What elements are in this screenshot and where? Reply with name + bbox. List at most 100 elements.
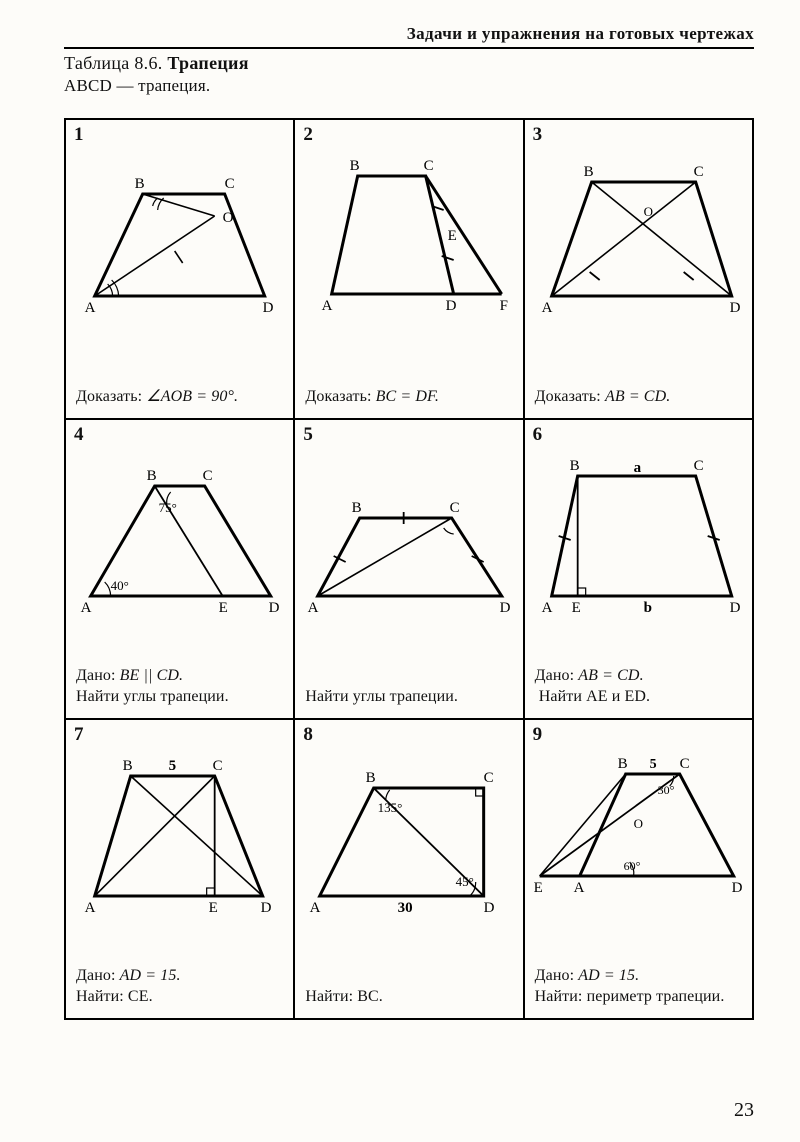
figure-2: E A B C D F — [301, 146, 516, 322]
cell-7: 7 5 A B C D E — [66, 720, 293, 1018]
figure-8: 135° 45° 30 A B C D — [301, 746, 516, 922]
cell-number: 3 — [533, 124, 543, 146]
svg-text:D: D — [446, 298, 457, 314]
svg-text:30°: 30° — [657, 783, 674, 797]
svg-text:D: D — [729, 600, 740, 616]
cell-number: 9 — [533, 724, 543, 746]
cell-6: 6 a b A B C D E — [525, 420, 752, 718]
svg-text:A: A — [541, 600, 552, 616]
svg-text:E: E — [219, 600, 228, 616]
svg-text:C: C — [679, 756, 689, 772]
svg-text:D: D — [731, 880, 742, 896]
svg-text:B: B — [366, 770, 376, 786]
caption-3: Доказать: AB = CD. — [535, 386, 742, 408]
cell-number: 4 — [74, 424, 84, 446]
cell-4: 4 40° 75° A B C D E — [66, 420, 293, 718]
svg-text:D: D — [269, 600, 280, 616]
svg-text:O: O — [643, 204, 652, 219]
caption-9: Дано: AD = 15. Найти: периметр трапеции. — [535, 965, 742, 1008]
svg-text:C: C — [213, 758, 223, 774]
svg-text:B: B — [350, 158, 360, 174]
svg-text:B: B — [583, 164, 593, 180]
svg-text:D: D — [729, 300, 740, 316]
svg-text:A: A — [308, 600, 319, 616]
running-head: Задачи и упражнения на готовых чертежах — [64, 24, 754, 49]
figure-5: A B C D — [301, 446, 516, 622]
svg-text:D: D — [500, 600, 511, 616]
svg-text:D: D — [484, 900, 495, 916]
svg-text:A: A — [322, 298, 333, 314]
svg-text:75°: 75° — [159, 500, 177, 515]
table-label: Таблица 8.6. — [64, 53, 163, 73]
cell-9: 9 30° 60° 5 O E A — [525, 720, 752, 1018]
cell-8: 8 135° 45° 30 A B C D — [295, 720, 522, 1018]
cell-number: 2 — [303, 124, 313, 146]
svg-text:C: C — [484, 770, 494, 786]
figure-7: 5 A B C D E — [72, 746, 287, 922]
svg-text:b: b — [643, 600, 651, 616]
cell-5: 5 A B C D — [295, 420, 522, 718]
cell-number: 8 — [303, 724, 313, 746]
figure-4: 40° 75° A B C D E — [72, 446, 287, 622]
subhead: ABCD — трапеция. — [64, 76, 754, 96]
figure-1: O A B C D — [72, 146, 287, 322]
svg-text:B: B — [147, 468, 157, 484]
svg-text:B: B — [123, 758, 133, 774]
svg-text:C: C — [203, 468, 213, 484]
cell-number: 5 — [303, 424, 313, 446]
problem-grid: 1 O — [64, 118, 754, 1020]
svg-text:a: a — [633, 460, 641, 476]
caption-1: Доказать: ∠AOB = 90°. — [76, 386, 283, 408]
svg-text:A: A — [85, 300, 96, 316]
svg-text:B: B — [352, 500, 362, 516]
svg-text:B: B — [617, 756, 627, 772]
svg-text:C: C — [424, 158, 434, 174]
svg-text:45°: 45° — [456, 874, 474, 889]
cell-3: 3 O A B C D — [525, 120, 752, 418]
svg-text:A: A — [573, 880, 584, 896]
caption-5: Найти углы трапеции. — [305, 686, 512, 708]
table-title-bold: Трапеция — [167, 53, 248, 73]
caption-2: Доказать: BC = DF. — [305, 386, 512, 408]
svg-text:A: A — [81, 600, 92, 616]
svg-text:D: D — [261, 900, 272, 916]
figure-9: 30° 60° 5 O E A B C D — [531, 746, 746, 922]
cell-number: 6 — [533, 424, 543, 446]
svg-text:C: C — [450, 500, 460, 516]
svg-text:A: A — [310, 900, 321, 916]
svg-text:E: E — [533, 880, 542, 896]
table-title: Таблица 8.6. Трапеция — [64, 53, 754, 74]
svg-text:D: D — [263, 300, 274, 316]
caption-8: Найти: BC. — [305, 986, 512, 1008]
svg-text:5: 5 — [649, 757, 656, 772]
page-number: 23 — [734, 1099, 754, 1122]
svg-text:40°: 40° — [111, 578, 129, 593]
svg-text:F: F — [500, 298, 508, 314]
figure-6: a b A B C D E — [531, 446, 746, 622]
cell-number: 7 — [74, 724, 84, 746]
svg-text:5: 5 — [169, 758, 177, 774]
caption-7: Дано: AD = 15. Найти: CE. — [76, 965, 283, 1008]
svg-text:B: B — [135, 176, 145, 192]
svg-text:E: E — [571, 600, 580, 616]
caption-6: Дано: AB = CD. Найти AE и ED. — [535, 665, 742, 708]
cell-1: 1 O — [66, 120, 293, 418]
svg-text:C: C — [693, 164, 703, 180]
svg-text:C: C — [225, 176, 235, 192]
figure-3: O A B C D — [531, 146, 746, 322]
cell-2: 2 E A B C D F — [295, 120, 522, 418]
svg-text:60°: 60° — [623, 859, 640, 873]
svg-text:O: O — [223, 210, 234, 226]
svg-text:30: 30 — [398, 900, 413, 916]
caption-4: Дано: BE || CD. Найти углы трапеции. — [76, 665, 283, 708]
page: Задачи и упражнения на готовых чертежах … — [0, 0, 800, 1142]
svg-text:E: E — [209, 900, 218, 916]
svg-text:C: C — [693, 458, 703, 474]
svg-text:A: A — [541, 300, 552, 316]
svg-text:B: B — [569, 458, 579, 474]
svg-text:E: E — [448, 228, 457, 244]
svg-text:O: O — [633, 816, 642, 831]
svg-text:A: A — [85, 900, 96, 916]
svg-text:135°: 135° — [378, 800, 403, 815]
cell-number: 1 — [74, 124, 84, 146]
